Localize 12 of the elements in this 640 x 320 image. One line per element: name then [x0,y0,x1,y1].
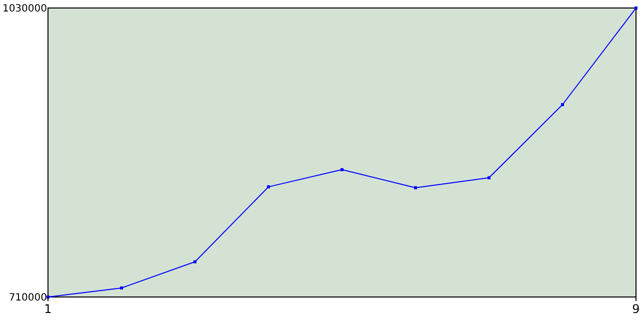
point [488,176,490,180]
point [120,286,123,290]
point [340,168,344,172]
y-tick-label: 710000 [8,292,47,304]
x-tick-label: 9 [632,302,640,316]
y-tick-label: 1030000 [2,4,47,14]
x-tick-label: 1 [44,302,52,316]
point [267,185,270,188]
point [414,186,417,190]
point [561,103,564,106]
line-series [46,6,638,298]
point [194,260,196,264]
